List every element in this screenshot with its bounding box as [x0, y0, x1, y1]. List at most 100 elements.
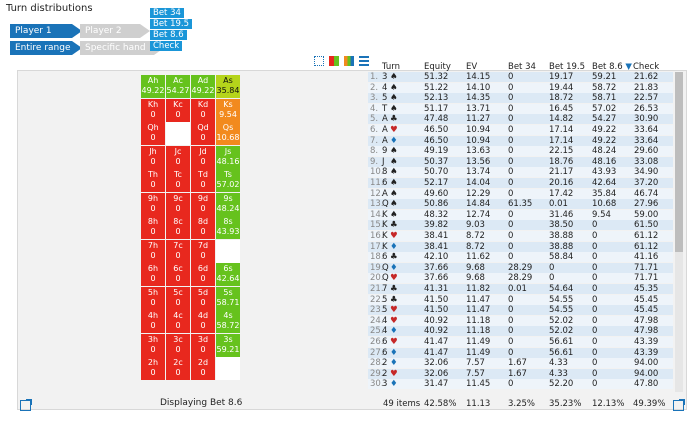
table-row[interactable]: 6. A ♥ 46.50 10.94 0 17.14 49.22 33.64: [368, 125, 673, 135]
table-row[interactable]: 12. A ♠ 49.60 12.29 0 17.42 35.84 46.74: [368, 188, 673, 199]
card-cell-3c[interactable]: 3c 0: [166, 333, 190, 357]
table-row[interactable]: 16. K ♥ 38.41 8.72 0 38.88 0 61.12: [368, 231, 673, 241]
action-bet-19-5[interactable]: Bet 19.5: [150, 19, 193, 29]
card-cell-4c[interactable]: 4c 0: [166, 310, 190, 333]
popout-icon[interactable]: [673, 399, 685, 411]
card-cell-7h[interactable]: 7h 0: [141, 239, 165, 263]
card-cell-ks[interactable]: Ks 9.54: [216, 98, 240, 122]
table-row[interactable]: 10. 8 ♠ 50.70 13.74 0 21.17 43.93 34.90: [368, 167, 673, 178]
card-cell-7c[interactable]: 7c 0: [166, 239, 190, 263]
card-cell-kc[interactable]: Kc 0: [166, 98, 190, 122]
card-cell-2h[interactable]: 2h 0: [141, 357, 165, 380]
table-row[interactable]: 3. 5 ♠ 52.13 14.35 0 18.72 58.71 22.57: [368, 93, 673, 104]
card-cell-8h[interactable]: 8h 0: [141, 216, 165, 239]
card-cell-8s[interactable]: 8s 43.93: [216, 216, 240, 239]
table-row[interactable]: 13. Q ♠ 50.86 14.84 61.35 0.01 10.68 27.96: [368, 199, 673, 210]
table-row[interactable]: 30. 3 ♦ 31.47 11.45 0 52.20 0 47.80: [368, 379, 673, 390]
card-cell-jh[interactable]: Jh 0: [141, 145, 165, 169]
card-cell-kh[interactable]: Kh 0: [141, 98, 165, 122]
column-header-ev[interactable]: EV: [466, 62, 478, 72]
card-cell-ts[interactable]: Ts 57.02: [216, 169, 240, 192]
table-row[interactable]: 19. Q ♦ 37.66 9.68 28.29 0 0 71.71: [368, 262, 673, 273]
card-cell-as[interactable]: As 35.84: [216, 75, 240, 98]
card-cell-9h[interactable]: 9h 0: [141, 192, 165, 216]
card-cell-5s[interactable]: 5s 58.71: [216, 286, 240, 310]
card-cell-2d[interactable]: 2d 0: [191, 357, 215, 380]
table-icon[interactable]: [358, 56, 369, 66]
column-header-equity[interactable]: Equity: [424, 62, 451, 72]
table-row[interactable]: 18. 6 ♣ 42.10 11.62 0 58.84 0 41.16: [368, 252, 673, 263]
card-cell-th[interactable]: Th 0: [141, 169, 165, 192]
card-cell-3h[interactable]: 3h 0: [141, 333, 165, 357]
table-row[interactable]: 22. 5 ♣ 41.50 11.47 0 54.55 0 45.45: [368, 294, 673, 305]
tab-entire-range[interactable]: Entire range: [10, 41, 82, 55]
card-cell-5c[interactable]: 5c 0: [166, 286, 190, 310]
card-cell-3s[interactable]: 3s 59.21: [216, 333, 240, 357]
card-cell-9d[interactable]: 9d 0: [191, 192, 215, 216]
card-cell-9s[interactable]: 9s 48.24: [216, 192, 240, 216]
card-cell-9c[interactable]: 9c 0: [166, 192, 190, 216]
card-cell-4d[interactable]: 4d 0: [191, 310, 215, 333]
scrollbar-thumb[interactable]: [675, 72, 683, 252]
scatter-icon[interactable]: [314, 56, 324, 66]
card-cell-5d[interactable]: 5d 0: [191, 286, 215, 310]
action-bet-34[interactable]: Bet 34: [150, 8, 184, 18]
table-row[interactable]: 28. 2 ♦ 32.06 7.57 1.67 4.33 0 94.00: [368, 358, 673, 369]
table-row[interactable]: 29. 2 ♥ 32.06 7.57 1.67 4.33 0 94.00: [368, 368, 673, 379]
tab-player-1[interactable]: Player 1: [10, 24, 82, 38]
table-row[interactable]: 7. A ♦ 46.50 10.94 0 17.14 49.22 33.64: [368, 135, 673, 146]
column-header-bet-8-6[interactable]: Bet 8.6 ▼: [592, 62, 632, 72]
table-row[interactable]: 1. 3 ♠ 51.32 14.15 0 19.17 59.21 21.62: [368, 72, 673, 82]
table-row[interactable]: 20. Q ♥ 37.66 9.68 28.29 0 0 71.71: [368, 273, 673, 284]
table-row[interactable]: 14. K ♠ 48.32 12.74 0 31.46 9.54 59.00: [368, 209, 673, 220]
tab-player-2[interactable]: Player 2: [80, 24, 150, 38]
card-cell-6h[interactable]: 6h 0: [141, 263, 165, 286]
table-row[interactable]: 11. 6 ♠ 52.17 14.04 0 20.16 42.64 37.20: [368, 178, 673, 188]
grid-color-icon[interactable]: [328, 56, 339, 66]
column-header-check[interactable]: Check: [633, 62, 660, 72]
card-cell-js[interactable]: Js 48.16: [216, 145, 240, 169]
table-row[interactable]: 2. 4 ♠ 51.22 14.10 0 19.44 58.72 21.83: [368, 82, 673, 93]
card-cell-jc[interactable]: Jc 0: [166, 145, 190, 169]
card-cell-tc[interactable]: Tc 0: [166, 169, 190, 192]
card-cell-kd[interactable]: Kd 0: [191, 98, 215, 122]
card-cell-ah[interactable]: Ah 49.22: [141, 75, 165, 98]
table-row[interactable]: 4. T ♠ 51.17 13.71 0 16.45 57.02 26.53: [368, 103, 673, 114]
table-row[interactable]: 27. 6 ♦ 41.47 11.49 0 56.61 0 43.39: [368, 347, 673, 358]
card-cell-qh[interactable]: Qh 0: [141, 122, 165, 145]
table-row[interactable]: 15. K ♣ 39.82 9.03 0 38.50 0 61.50: [368, 220, 673, 231]
action-bet-8-6[interactable]: Bet 8.6: [150, 30, 187, 40]
card-cell-2c[interactable]: 2c 0: [166, 357, 190, 380]
table-row[interactable]: 17. K ♦ 38.41 8.72 0 38.88 0 61.12: [368, 241, 673, 252]
card-cell-4s[interactable]: 4s 58.72: [216, 310, 240, 333]
column-header-bet-34[interactable]: Bet 34: [508, 62, 536, 72]
action-check[interactable]: Check: [150, 41, 183, 51]
table-row[interactable]: 23. 5 ♥ 41.50 11.47 0 54.55 0 45.45: [368, 305, 673, 316]
table-row[interactable]: 25. 4 ♦ 40.92 11.18 0 52.02 0 47.98: [368, 326, 673, 337]
column-header-bet-19-5[interactable]: Bet 19.5: [549, 62, 586, 72]
card-cell-7d[interactable]: 7d 0: [191, 239, 215, 263]
card-cell-5h[interactable]: 5h 0: [141, 286, 165, 310]
card-cell-6d[interactable]: 6d 0: [191, 263, 215, 286]
table-row[interactable]: 5. A ♣ 47.48 11.27 0 14.82 54.27 30.90: [368, 114, 673, 125]
card-cell-qs[interactable]: Qs 10.68: [216, 122, 240, 145]
card-cell-6s[interactable]: 6s 42.64: [216, 263, 240, 286]
table-scrollbar[interactable]: [675, 72, 683, 392]
bar-chart-icon[interactable]: [343, 56, 354, 66]
card-cell-8d[interactable]: 8d 0: [191, 216, 215, 239]
table-row[interactable]: 24. 4 ♥ 40.92 11.18 0 52.02 0 47.98: [368, 315, 673, 326]
card-cell-qd[interactable]: Qd 0: [191, 122, 215, 145]
table-row[interactable]: 26. 6 ♥ 41.47 11.49 0 56.61 0 43.39: [368, 337, 673, 347]
column-header-turn[interactable]: Turn: [382, 62, 401, 72]
card-cell-td[interactable]: Td 0: [191, 169, 215, 192]
card-cell-4h[interactable]: 4h 0: [141, 310, 165, 333]
card-cell-6c[interactable]: 6c 0: [166, 263, 190, 286]
card-cell-ad[interactable]: Ad 49.22: [191, 75, 215, 98]
card-cell-jd[interactable]: Jd 0: [191, 145, 215, 169]
table-row[interactable]: 21. 7 ♣ 41.31 11.82 0.01 54.64 0 45.35: [368, 284, 673, 294]
tab-specific-hand[interactable]: Specific hand: [80, 41, 164, 55]
table-row[interactable]: 9. J ♠ 50.37 13.56 0 18.76 48.16 33.08: [368, 156, 673, 167]
popout-icon[interactable]: [20, 399, 32, 411]
table-row[interactable]: 8. 9 ♠ 49.19 13.63 0 22.15 48.24 29.60: [368, 146, 673, 157]
card-cell-ac[interactable]: Ac 54.27: [166, 75, 190, 98]
